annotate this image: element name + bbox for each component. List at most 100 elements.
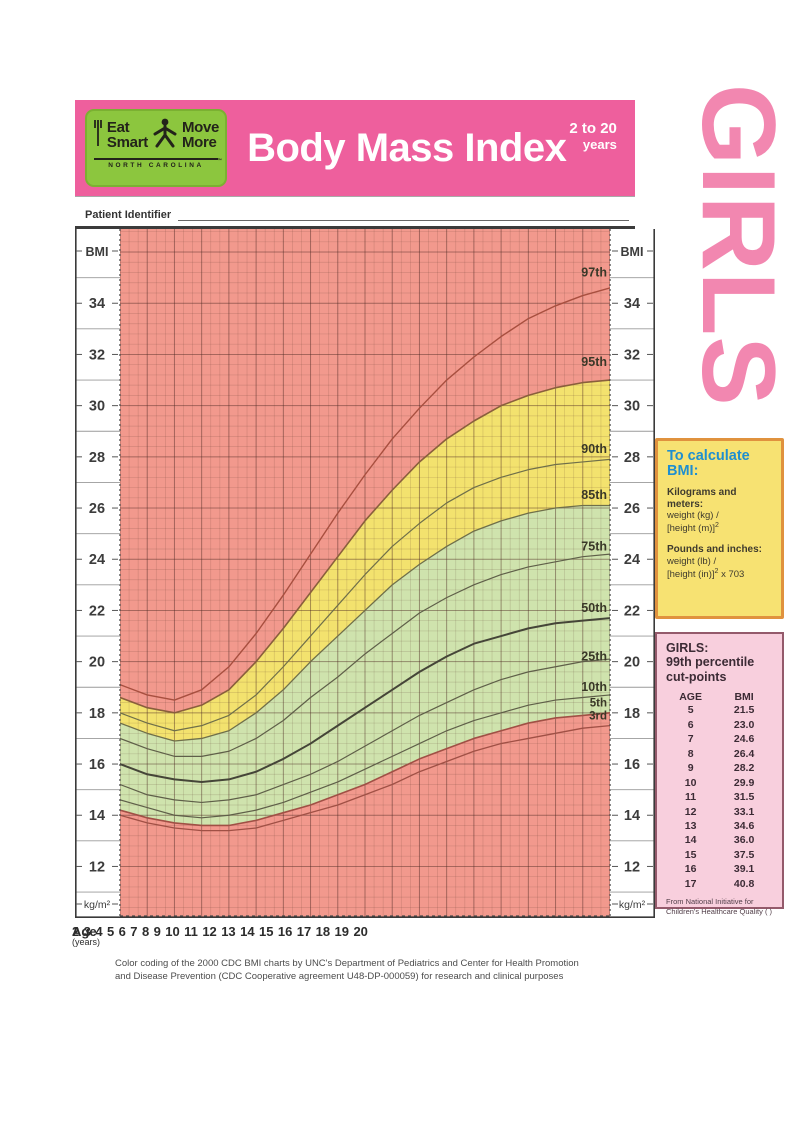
cutpoints-title: GIRLS: 99th percentile cut-points bbox=[666, 641, 755, 684]
age-tick-label: 7 bbox=[130, 924, 138, 939]
bmi-tick-label: 30 bbox=[89, 399, 105, 415]
patient-identifier-label: Patient Identifier bbox=[85, 209, 172, 221]
bmi-tick-label: 26 bbox=[89, 501, 105, 517]
bmi-tick-label: 32 bbox=[89, 347, 105, 363]
percentile-label: 75th bbox=[581, 539, 607, 553]
cutpoints-table-row: 15 37.5 bbox=[684, 848, 755, 861]
bmi-axis-title: BMI bbox=[621, 245, 644, 259]
age-tick-label: 15 bbox=[258, 924, 274, 939]
age-axis-title: Age bbox=[72, 924, 97, 939]
bmi-tick-label: 22 bbox=[89, 603, 105, 619]
bmi-tick-label: 16 bbox=[89, 757, 105, 773]
age-axis: 2 3 4 5 6 7 8 9 10 11 12 13 14 15 16 17 18 19 20 Age (year… bbox=[72, 924, 368, 960]
header-banner: Eat Smart Move More NORTH CAROLINA ™ bbox=[75, 100, 635, 196]
patient-identifier-row: Patient Identifier bbox=[75, 196, 635, 229]
trademark-symbol: ™ bbox=[217, 158, 222, 164]
imperial-heading: Pounds and inches: bbox=[667, 544, 763, 556]
bmi-calculation-box: To calculate BMI: Kilograms and meters: … bbox=[655, 438, 784, 619]
age-tick-label: 14 bbox=[240, 924, 255, 939]
percentile-label: 10th bbox=[581, 680, 607, 694]
bmi-tick-label: 18 bbox=[624, 706, 640, 722]
age-tick-label: 5 bbox=[106, 924, 115, 939]
bmi-tick-label: 32 bbox=[624, 347, 640, 363]
logo-word: Move bbox=[181, 119, 220, 137]
calc-box-title: To calculate BMI: bbox=[667, 448, 750, 480]
age-tick-label: 8 bbox=[141, 924, 150, 939]
bmi-tick-label: 20 bbox=[624, 655, 640, 671]
cutpoints-table-row: 16 39.1 bbox=[684, 863, 755, 876]
percentile-label: 5th bbox=[590, 698, 607, 710]
bmi-unit-label: kg/m² bbox=[84, 899, 111, 911]
cutpoints-table-row: 13 34.6 bbox=[684, 820, 755, 832]
cutpoints-table: AGE BMI 5 21.5 6 23.0 7 24.6 8 26.4 9 28.2 10 29.9 1… bbox=[666, 691, 773, 891]
age-tick-label: 4 bbox=[95, 924, 103, 939]
percentile-label: 50th bbox=[581, 601, 607, 615]
cutpoints-table-row: 8 26.4 bbox=[687, 747, 755, 760]
cutpoints-table-row: 9 28.2 bbox=[687, 762, 755, 775]
cutpoints-table-row: 6 23.0 bbox=[687, 718, 755, 731]
metric-formula: weight (kg) / [height (m)]2 bbox=[667, 510, 719, 535]
cutpoints-table-row: 12 33.1 bbox=[684, 805, 755, 818]
cutpoints-footnote: From National Initiative for Children's … bbox=[666, 897, 773, 916]
bmi-tick-label: 34 bbox=[624, 296, 640, 312]
eat-smart-move-more-logo: Eat Smart Move More NORTH CAROLINA ™ bbox=[85, 109, 227, 187]
bmi-tick-label: 34 bbox=[89, 296, 105, 312]
bmi-tick-label: 26 bbox=[624, 501, 640, 517]
metric-heading: Kilograms and meters: bbox=[667, 487, 737, 510]
age-tick-label: 16 bbox=[277, 924, 293, 939]
age-range-label: 2 to 20 years bbox=[569, 120, 617, 152]
age-tick-label: 17 bbox=[296, 924, 312, 939]
logo-word: More bbox=[181, 133, 217, 151]
bmi-tick-label: 30 bbox=[624, 399, 640, 415]
cutpoints-table-row: 5 21.5 bbox=[687, 704, 755, 717]
page-title: Body Mass Index bbox=[247, 125, 567, 170]
bmi-unit-label: kg/m² bbox=[619, 899, 646, 911]
age-tick-label: 2 bbox=[72, 924, 80, 939]
age-axis-unit: (years) bbox=[72, 937, 101, 947]
percentile-label: 25th bbox=[581, 650, 607, 664]
imperial-formula: weight (lb) / [height (in)]2 x 703 bbox=[667, 555, 745, 580]
bmi-axis-title: BMI bbox=[86, 245, 109, 259]
age-tick-label: 6 bbox=[118, 924, 126, 939]
logo-word: Smart bbox=[106, 133, 148, 151]
percentile-label: 95th bbox=[581, 355, 607, 369]
fork-icon bbox=[93, 119, 104, 152]
cutpoints-table-row: 7 24.6 bbox=[687, 733, 755, 746]
cutpoints-table-header: AGE BMI bbox=[679, 691, 754, 704]
bmi-tick-label: 28 bbox=[624, 450, 640, 466]
patient-identifier-field[interactable] bbox=[178, 209, 629, 221]
bmi-percentile-chart: 97th 95th 90th 85th 75th 50th 25th 10th 5th 3rd 34… bbox=[75, 229, 656, 919]
age-tick-label: 18 bbox=[315, 924, 331, 939]
cutpoints-table-row: 17 40.8 bbox=[684, 877, 755, 890]
logo-word: Eat bbox=[106, 119, 130, 137]
cutpoints-table-row: 11 31.5 bbox=[685, 791, 755, 804]
color-coding-footnote: Color coding of the 2000 CDC BMI charts … bbox=[115, 958, 579, 983]
logo-subtitle: NORTH CAROLINA ™ bbox=[94, 158, 222, 169]
cutpoints-table-row: 10 29.9 bbox=[684, 776, 755, 789]
percentile-label: 85th bbox=[581, 488, 607, 502]
bmi-tick-label: 20 bbox=[89, 655, 105, 671]
walking-person-icon bbox=[151, 117, 179, 154]
percentile-label: 97th bbox=[581, 266, 607, 280]
girls-vertical-label: GIRLS bbox=[680, 84, 796, 407]
bmi-tick-label: 12 bbox=[89, 859, 105, 875]
age-tick-label: 12 bbox=[202, 924, 217, 939]
age-tick-label: 20 bbox=[353, 924, 368, 939]
age-tick-label: 13 bbox=[221, 924, 236, 939]
bmi-tick-label: 14 bbox=[624, 808, 640, 824]
age-tick-label: 9 bbox=[153, 924, 161, 939]
cutpoints-box: GIRLS: 99th percentile cut-points AGE BM… bbox=[655, 632, 784, 916]
age-tick-label: 19 bbox=[334, 924, 350, 939]
percentile-label: 3rd bbox=[589, 710, 607, 722]
bmi-tick-label: 22 bbox=[624, 603, 640, 619]
percentile-label: 90th bbox=[581, 442, 607, 456]
bmi-tick-label: 24 bbox=[89, 552, 105, 568]
age-tick-label: 10 bbox=[165, 924, 180, 939]
bmi-tick-label: 16 bbox=[624, 757, 640, 773]
bmi-tick-label: 28 bbox=[89, 450, 105, 466]
bmi-tick-label: 12 bbox=[624, 859, 640, 875]
bmi-tick-label: 24 bbox=[624, 552, 640, 568]
bmi-tick-label: 14 bbox=[89, 808, 105, 824]
bmi-tick-label: 18 bbox=[89, 706, 105, 722]
